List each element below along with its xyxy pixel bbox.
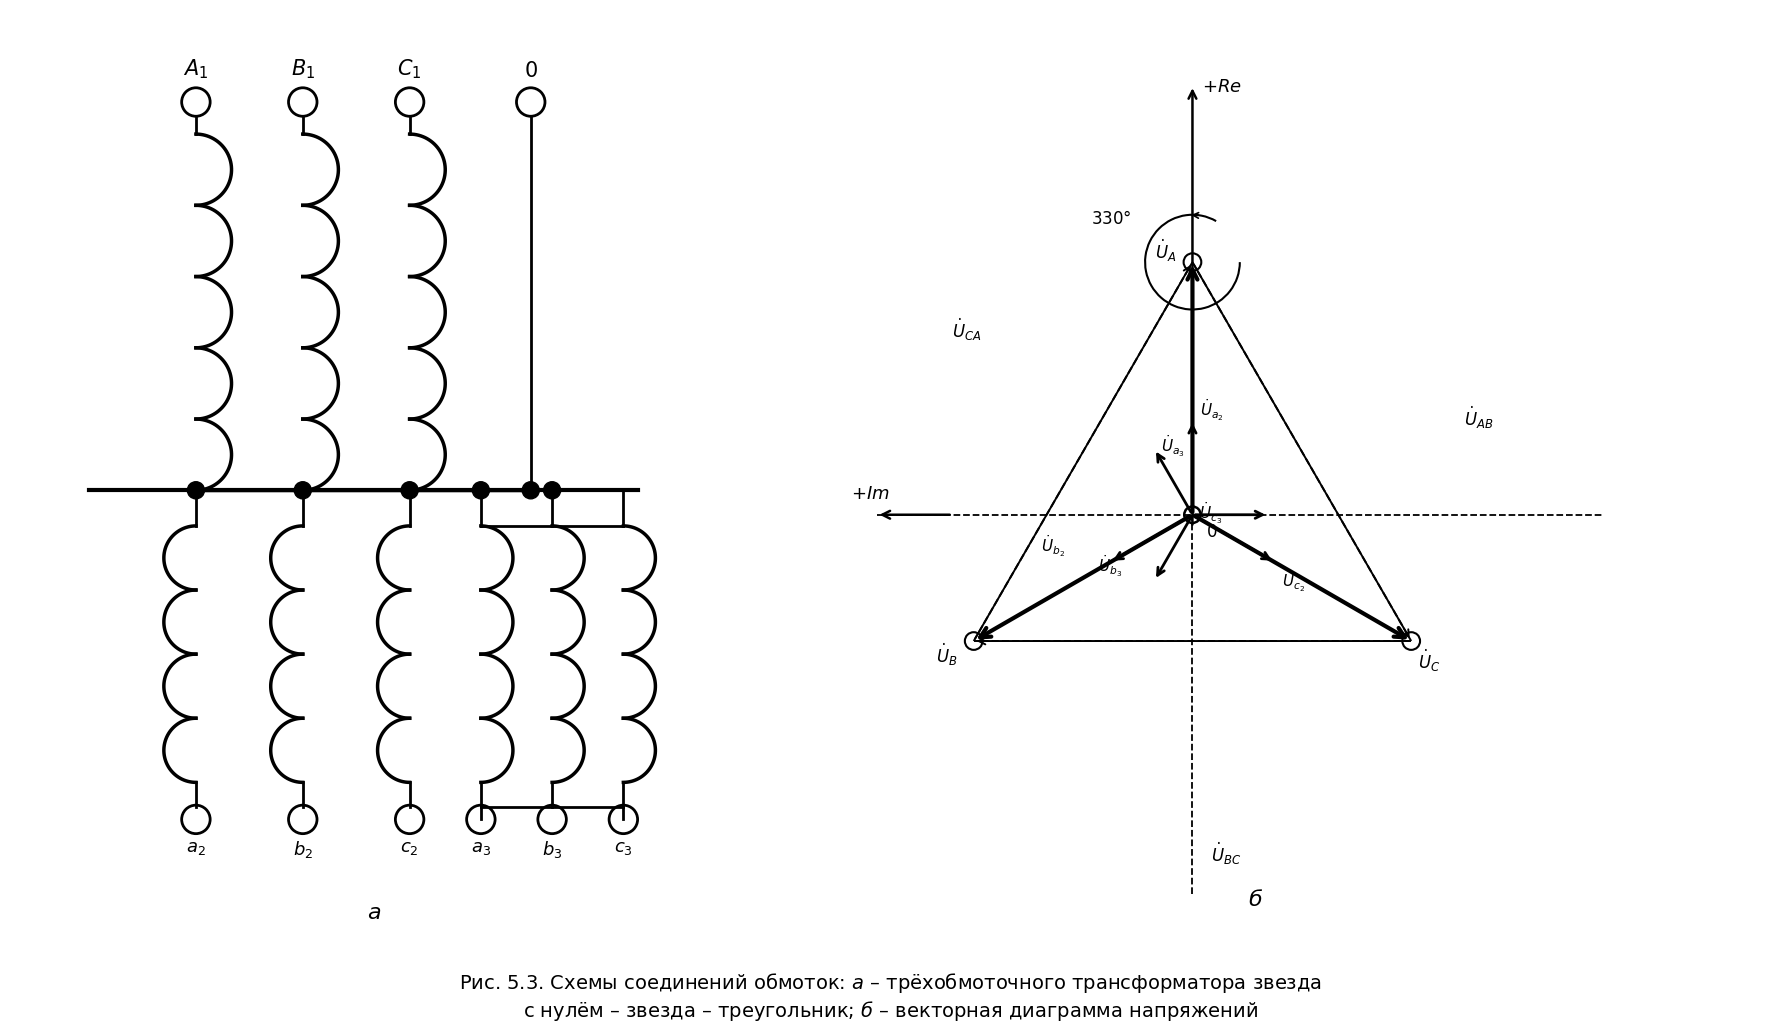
Text: Рис. 5.3. Схемы соединений обмоток: $а$ – трёхобмоточного трансформатора звезда
: Рис. 5.3. Схемы соединений обмоток: $а$ … [459,971,1321,1023]
Text: $\dot{U}_A$: $\dot{U}_A$ [1153,237,1175,264]
Text: $C_1$: $C_1$ [397,57,422,80]
Text: $+Re$: $+Re$ [1202,78,1241,96]
Text: $c_2$: $c_2$ [400,839,418,857]
Text: $0$: $0$ [1205,523,1218,541]
Text: $\dot{U}_{a_3}$: $\dot{U}_{a_3}$ [1161,434,1184,458]
Text: $+Im$: $+Im$ [851,485,890,503]
Text: $\dot{U}_{c_3}$: $\dot{U}_{c_3}$ [1198,501,1221,526]
Text: $B_1$: $B_1$ [290,57,315,80]
Circle shape [294,482,311,499]
Text: $а$: $а$ [367,904,381,923]
Circle shape [400,482,418,499]
Text: $b_2$: $b_2$ [292,839,313,860]
Circle shape [543,482,561,499]
Text: $\dot{U}_C$: $\dot{U}_C$ [1417,649,1440,674]
Circle shape [472,482,490,499]
Text: $\dot{U}_{b_2}$: $\dot{U}_{b_2}$ [1040,534,1064,559]
Text: $\dot{U}_B$: $\dot{U}_B$ [934,642,958,668]
Text: $0$: $0$ [523,61,538,80]
Text: $\dot{U}_{c_2}$: $\dot{U}_{c_2}$ [1282,568,1305,594]
Text: $330°$: $330°$ [1091,211,1132,228]
Text: $a_2$: $a_2$ [185,839,206,857]
Text: $б$: $б$ [1248,889,1262,910]
Text: $A_1$: $A_1$ [183,57,208,80]
Text: $b_3$: $b_3$ [541,839,562,860]
Text: $\dot{U}_{AB}$: $\dot{U}_{AB}$ [1463,405,1493,432]
Circle shape [187,482,205,499]
Text: $c_3$: $c_3$ [614,839,632,857]
Text: $a_3$: $a_3$ [470,839,491,857]
Text: $\dot{U}_{b_3}$: $\dot{U}_{b_3}$ [1096,554,1121,580]
Circle shape [522,482,539,499]
Text: $\dot{U}_{BC}$: $\dot{U}_{BC}$ [1210,841,1241,867]
Text: $\dot{U}_{CA}$: $\dot{U}_{CA}$ [952,317,981,343]
Text: $\dot{U}_{a_2}$: $\dot{U}_{a_2}$ [1200,398,1223,424]
